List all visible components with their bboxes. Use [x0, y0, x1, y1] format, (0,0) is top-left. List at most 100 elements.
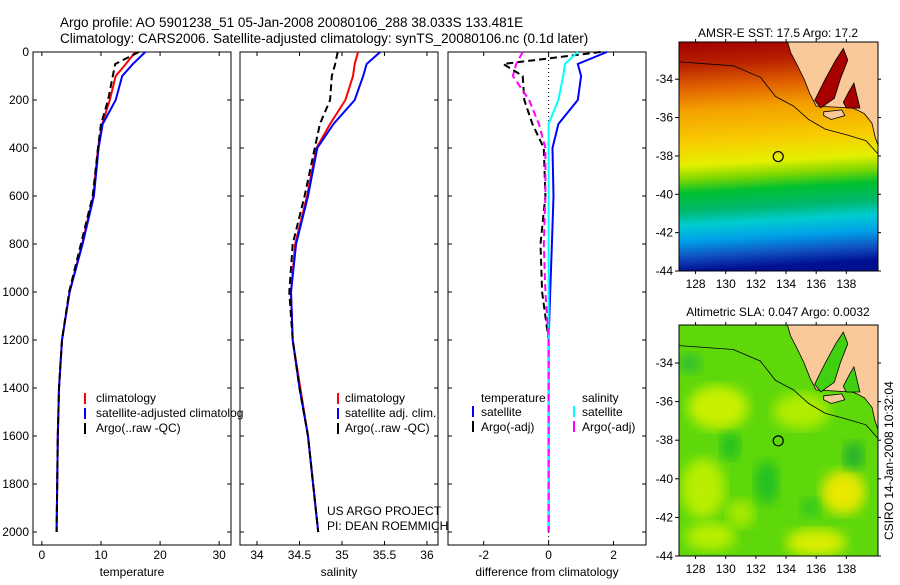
legend-label: Argo(-adj) — [481, 420, 534, 434]
lat-tick-label: -40 — [656, 187, 674, 201]
temperature-legend: climatology satellite-adjusted climatolo… — [84, 391, 243, 435]
legend-swatch-argo — [337, 423, 339, 434]
plot-frame — [447, 51, 647, 546]
st-vincent-gulf — [842, 81, 861, 109]
x-tick-label: -2 — [478, 548, 489, 562]
legend-header-salinity: salinity — [582, 391, 619, 405]
lat-tick-label: -44 — [656, 264, 674, 278]
x-tick-label: 0 — [545, 548, 552, 562]
x-axis-label: difference from climatology — [475, 565, 618, 579]
x-tick-label: 34 — [250, 548, 264, 562]
figure-title-line2: Climatology: CARS2006. Satellite-adjuste… — [60, 31, 588, 46]
salinity-panel: 34 34.5 35 35.5 36 salinity — [239, 51, 439, 579]
legend-swatch-satellite — [337, 408, 339, 419]
lon-tick-label: 138 — [836, 277, 856, 291]
x-axis-label: salinity — [321, 565, 358, 579]
legend-swatch-argo — [84, 423, 86, 434]
pi-annotation: PI: DEAN ROEMMICH — [327, 519, 448, 533]
lat-tick-label: -42 — [656, 226, 674, 240]
lat-tick-label: -38 — [656, 433, 674, 447]
sla-anomaly-patch — [800, 497, 821, 518]
figure-title-line1: Argo profile: AO 5901238_51 05-Jan-2008 … — [60, 15, 523, 30]
lon-tick-label: 132 — [746, 562, 766, 576]
legend-swatch-temp-satellite — [472, 406, 474, 417]
sla-anomaly-patch — [726, 499, 755, 528]
x-tick-label: 0 — [39, 548, 46, 562]
x-tick-label: 35.5 — [373, 548, 397, 562]
y-tick-label: 600 — [9, 189, 29, 203]
sst-map: -34 -36 -38 -40 -42 -44 128 130 132 134 136 138 — [656, 39, 881, 291]
map-frame — [678, 41, 879, 272]
legend-swatch-climatology — [84, 393, 86, 404]
y-tick-label: 1200 — [2, 333, 29, 347]
y-tick-label: 1600 — [2, 429, 29, 443]
x-tick-label: 34.5 — [288, 548, 312, 562]
y-tick-label: 0 — [22, 45, 29, 59]
sla-anomaly-patch — [773, 393, 830, 430]
sla-anomaly-patch — [754, 460, 779, 505]
spencer-gulf — [814, 331, 849, 393]
lat-tick-label: -44 — [656, 549, 674, 563]
map-content — [679, 42, 878, 271]
x-tick-label: 2 — [610, 548, 617, 562]
sst-map-title: AMSR-E SST: 17.5 Argo: 17.2 — [698, 26, 858, 40]
y-tick-label: 1400 — [2, 381, 29, 395]
kangaroo-island — [823, 109, 846, 120]
sla-anomaly-patch — [681, 458, 726, 519]
sla-anomaly-patch — [720, 432, 741, 460]
temperature-panel: 0 200 400 600 800 1000 1200 1400 1600 1800 2000 0 10… — [2, 45, 232, 579]
sla-anomaly-patch — [685, 522, 736, 551]
x-tick-label: 10 — [94, 548, 108, 562]
lon-tick-label: 128 — [686, 562, 706, 576]
series-line-satellite-adj-clim- — [289, 51, 381, 533]
sla-anomaly-patch — [786, 528, 847, 556]
plot-frame — [239, 51, 439, 546]
salinity-legend: climatology satellite adj. clim. Argo(..… — [327, 391, 448, 533]
difference-legend: temperature salinity satellite Argo(-adj… — [472, 391, 635, 434]
lon-tick-label: 136 — [806, 277, 826, 291]
legend-swatch-satellite — [84, 408, 86, 419]
legend-label: Argo(..raw -QC) — [345, 421, 430, 435]
legend-swatch-climatology — [337, 393, 339, 404]
lon-tick-label: 138 — [836, 562, 856, 576]
lon-tick-label: 128 — [686, 277, 706, 291]
st-vincent-gulf — [842, 365, 861, 393]
lon-tick-label: 132 — [746, 277, 766, 291]
sla-anomaly-patch — [688, 385, 749, 430]
sla-anomaly-patch — [843, 441, 864, 470]
y-tick-label: 400 — [9, 141, 29, 155]
project-annotation: US ARGO PROJECT — [327, 504, 442, 518]
map-content — [679, 325, 878, 556]
lon-tick-label: 134 — [776, 562, 796, 576]
x-tick-label: 20 — [153, 548, 167, 562]
x-tick-label: 35 — [335, 548, 349, 562]
legend-swatch-temp-argo — [472, 421, 474, 432]
y-tick-label: 800 — [9, 237, 29, 251]
shelf-contour — [679, 61, 878, 155]
legend-label: climatology — [96, 391, 156, 405]
spencer-gulf — [814, 47, 849, 109]
lat-tick-label: -36 — [656, 395, 674, 409]
sla-map-title: Altimetric SLA: 0.047 Argo: 0.0032 — [686, 305, 870, 319]
y-tick-label: 200 — [9, 93, 29, 107]
series-line-argo-raw-qc- — [288, 51, 339, 533]
legend-label: satellite adj. clim. — [345, 406, 436, 420]
shelf-contour — [679, 345, 878, 439]
lat-tick-label: -38 — [656, 149, 674, 163]
y-tick-label: 2000 — [2, 525, 29, 539]
sla-map: -34 -36 -38 -40 -42 -44 128 130 132 134 136 138 — [656, 322, 881, 576]
lon-tick-label: 136 — [806, 562, 826, 576]
legend-label: climatology — [345, 391, 405, 405]
legend-label: Argo(-adj) — [582, 420, 635, 434]
kangaroo-island — [823, 393, 846, 404]
y-tick-label: 1000 — [2, 285, 29, 299]
argo-position-marker — [772, 150, 784, 163]
csiro-timestamp: CSIRO 14-Jan-2008 10:32:04 — [882, 381, 896, 540]
argo-position-marker — [772, 435, 784, 447]
series-line-argo-raw-qc- — [55, 51, 140, 533]
lon-tick-label: 130 — [716, 277, 736, 291]
lat-tick-label: -34 — [656, 356, 674, 370]
y-tick-label: 1800 — [2, 477, 29, 491]
plot-frame — [32, 51, 232, 546]
